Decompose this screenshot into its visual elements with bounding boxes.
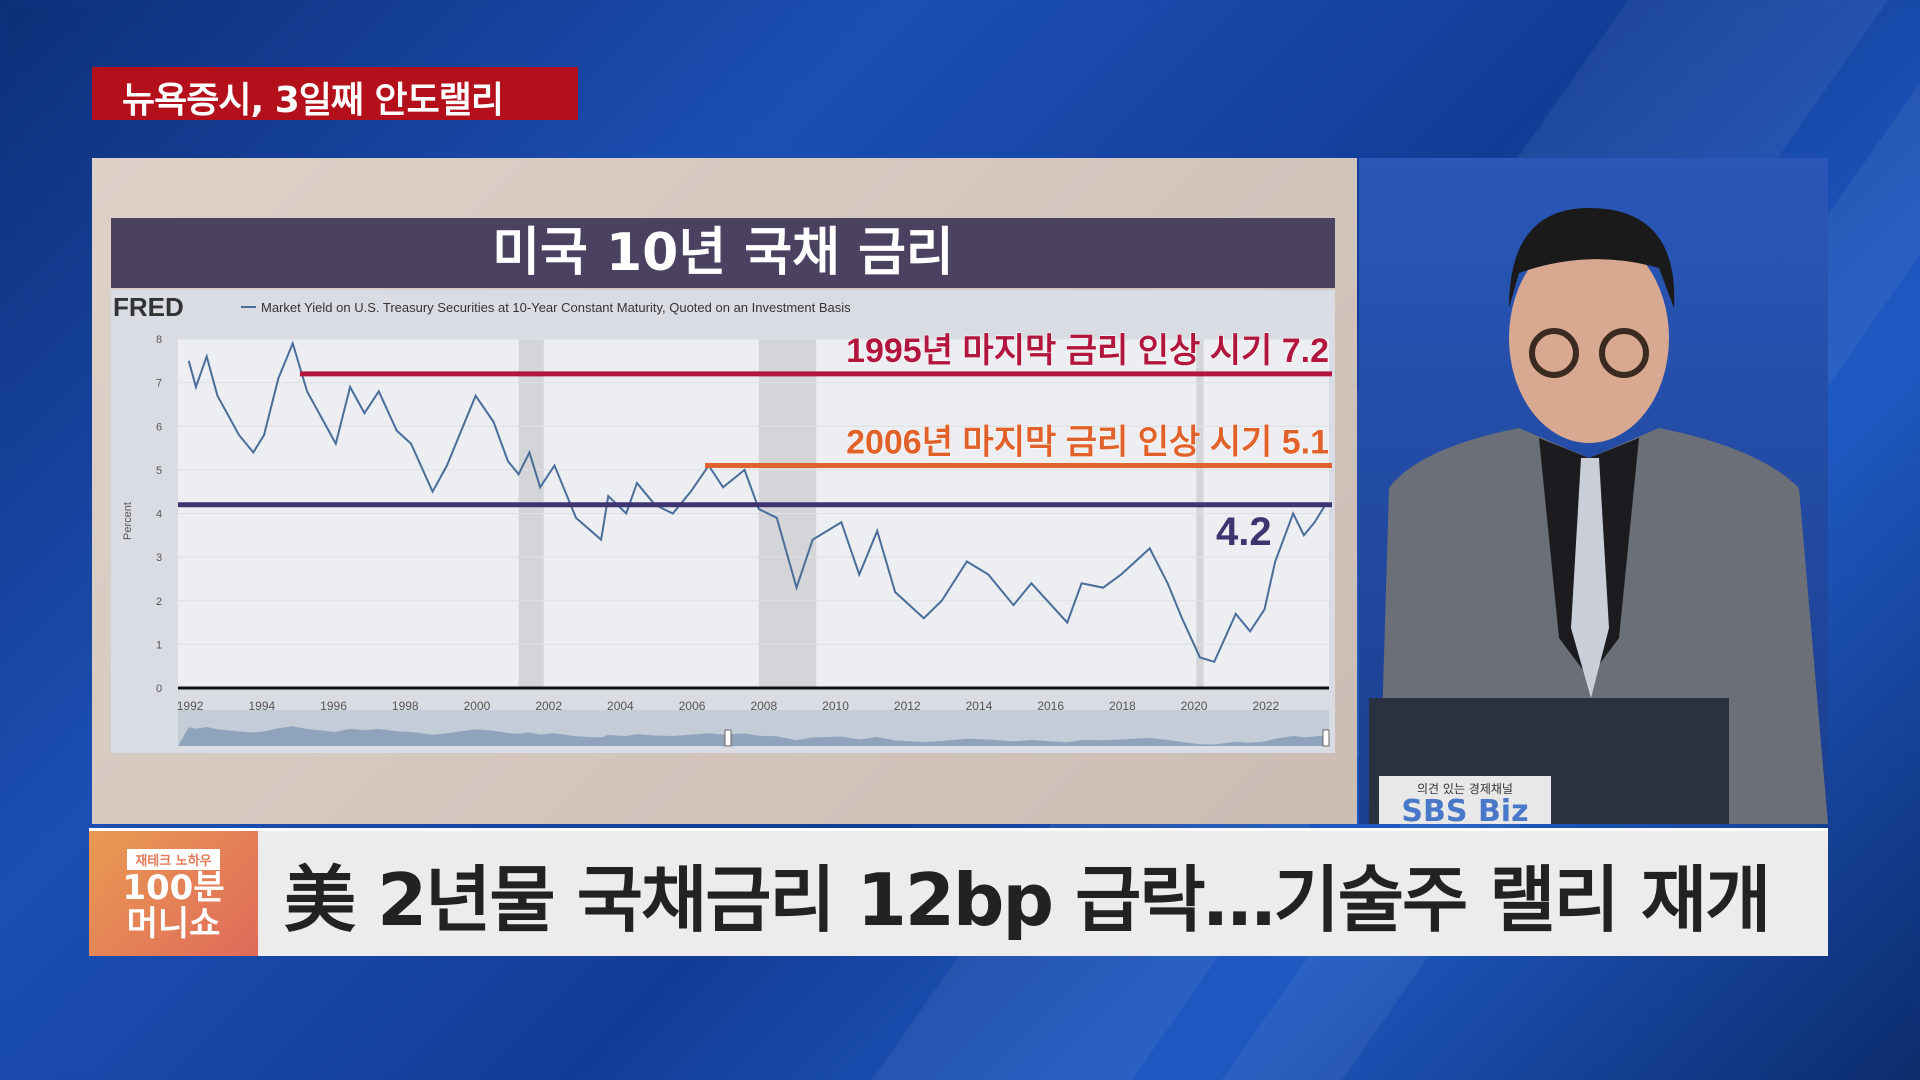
- show-logo-line1: 100분: [122, 868, 225, 908]
- y-tick-label: 4: [156, 509, 162, 521]
- x-tick-label: 1994: [248, 699, 275, 713]
- headline: 美 2년물 국채금리 12bp 급락…기술주 랠리 재개: [284, 858, 1771, 942]
- chart-title: 미국 10년 국채 금리: [111, 218, 1335, 288]
- navigator-area: [178, 726, 1329, 746]
- y-tick-label: 3: [156, 552, 162, 564]
- y-tick-label: 7: [156, 378, 162, 390]
- show-logo-line2: 머니쇼: [126, 904, 221, 944]
- navigator-handle-right: [1322, 729, 1330, 747]
- x-tick-label: 2022: [1252, 699, 1279, 713]
- y-tick-label: 0: [156, 683, 162, 695]
- legend-label: Market Yield on U.S. Treasury Securities…: [261, 300, 851, 315]
- y-tick-label: 2: [156, 596, 162, 608]
- annotation-label: 2006년 마지막 금리 인상 시기 5.1: [846, 424, 1329, 462]
- hair: [1509, 208, 1675, 308]
- x-tick-label: 2006: [679, 699, 706, 713]
- channel-slogan: 의견 있는 경제채널: [1417, 782, 1513, 796]
- x-tick-label: 2004: [607, 699, 634, 713]
- x-tick-label: 1998: [392, 699, 419, 713]
- annotation-label: 1995년 마지막 금리 인상 시기 7.2: [846, 332, 1329, 370]
- lower-third-banner: 재테크 노하우 100분 머니쇼 美 2년물 국채금리 12bp 급락…기술주 …: [89, 828, 1828, 956]
- fred-chart: 0 1 2 3 4 5 6 7 8 1992 1994 1996 1998 2000 2002 2004 200…: [111, 290, 1335, 753]
- navigator-handle-left: [724, 729, 732, 747]
- show-logo-tag: 재테크 노하우: [127, 849, 220, 870]
- y-axis-label: Percent: [122, 502, 134, 540]
- x-tick-label: 2020: [1181, 699, 1208, 713]
- channel-logo: 의견 있는 경제채널 SBS Biz: [1379, 776, 1551, 824]
- chart-svg: 0 1 2 3 4 5 6 7 8 1992 1994 1996 1998 2000 2002 2004 200…: [113, 292, 1332, 747]
- y-tick-label: 8: [156, 334, 162, 346]
- glasses-right: [1599, 328, 1649, 378]
- topic-label: 뉴욕증시, 3일째 안도랠리: [92, 67, 578, 121]
- y-tick-label: 6: [156, 421, 162, 433]
- fred-logo: FRED: [113, 292, 184, 322]
- show-logo: 재테크 노하우 100분 머니쇼: [89, 831, 258, 956]
- annotation-label: 4.2: [1216, 510, 1272, 554]
- x-tick-label: 2008: [750, 699, 777, 713]
- channel-name: SBS Biz: [1401, 794, 1529, 825]
- x-tick-label: 1996: [320, 699, 347, 713]
- x-tick-label: 1992: [177, 699, 204, 713]
- x-tick-label: 2000: [464, 699, 491, 713]
- x-tick-label: 2016: [1037, 699, 1064, 713]
- x-tick-label: 2002: [535, 699, 562, 713]
- face: [1509, 233, 1669, 443]
- y-tick-label: 1: [156, 639, 162, 651]
- y-tick-label: 5: [156, 465, 162, 477]
- x-tick-label: 2018: [1109, 699, 1136, 713]
- x-tick-label: 2010: [822, 699, 849, 713]
- x-tick-label: 2012: [894, 699, 921, 713]
- x-tick-label: 2014: [966, 699, 993, 713]
- presenter-figure: [1369, 208, 1828, 824]
- glasses-left: [1529, 328, 1579, 378]
- tie: [1571, 458, 1609, 698]
- presenter-video: 의견 있는 경제채널 SBS Biz: [1359, 158, 1828, 824]
